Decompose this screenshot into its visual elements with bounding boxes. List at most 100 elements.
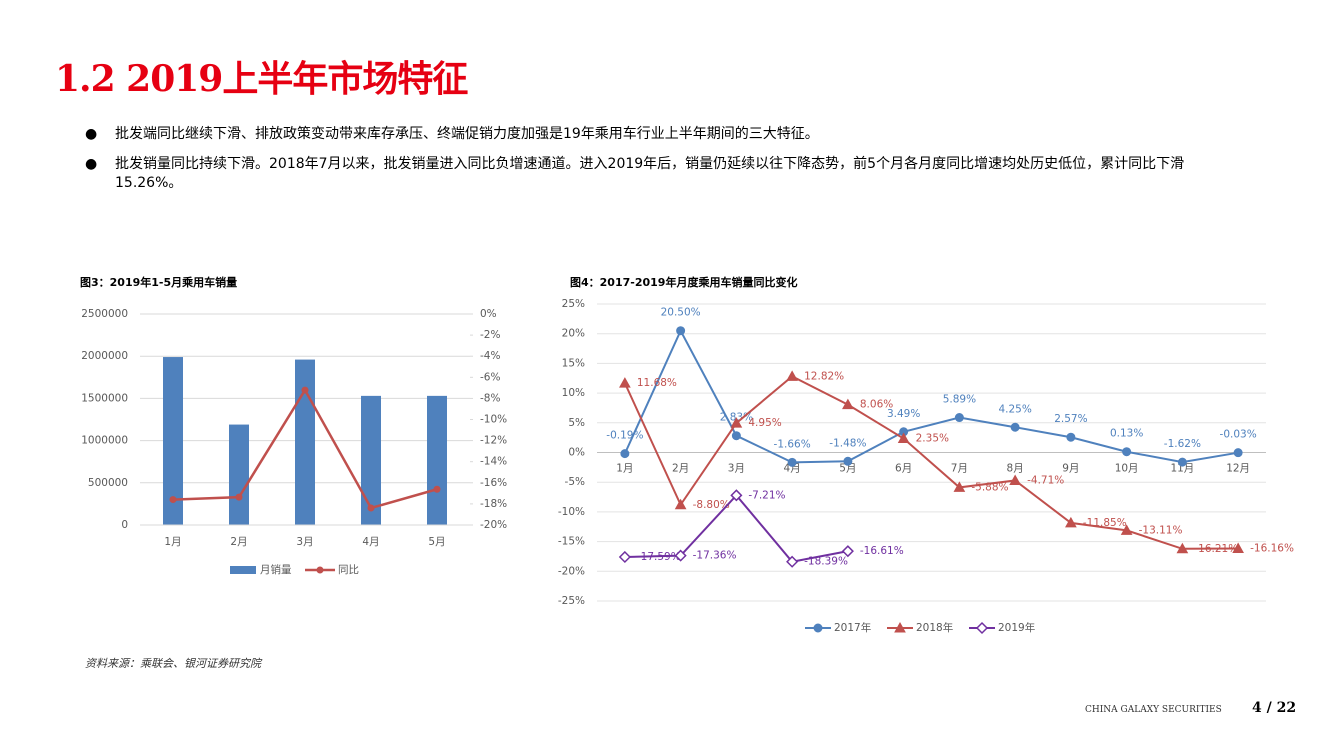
data-label: 4.25% [998, 403, 1031, 415]
marker [1065, 516, 1077, 528]
y-tick-label: -15% [558, 536, 585, 548]
data-label: 8.06% [860, 399, 893, 411]
y-tick-label: 5% [568, 417, 585, 429]
data-label: -17.59% [637, 551, 681, 563]
y2-tick-label: -14% [480, 456, 507, 468]
marker [367, 504, 375, 512]
marker [674, 549, 687, 562]
x-tick-label: 1月 [616, 463, 633, 475]
bullet-text: 批发端同比继续下滑、排放政策变动带来库存承压、终端促销力度加强是19年乘用车行业… [115, 126, 819, 142]
marker [894, 621, 906, 633]
marker [1233, 448, 1243, 458]
y2-tick-label: 0% [480, 308, 497, 320]
x-tick-label: 8月 [1007, 463, 1024, 475]
x-tick-label: 12月 [1226, 463, 1250, 475]
data-label: 3.49% [887, 408, 920, 420]
bullet-text: 批发销量同比持续下滑。2018年7月以来，批发销量进入同比负增速通道。进入201… [115, 156, 1185, 191]
y-tick-label: -5% [565, 476, 585, 488]
bullet: ● 批发销量同比持续下滑。2018年7月以来，批发销量进入同比负增速通道。进入20… [85, 155, 1225, 193]
marker [730, 489, 743, 502]
data-label: -7.21% [748, 489, 785, 501]
x-tick-label: 10月 [1115, 463, 1139, 475]
y-tick-label: 20% [562, 328, 585, 340]
data-label: -17.36% [693, 550, 737, 562]
y2-tick-label: -2% [480, 329, 500, 341]
marker [1122, 447, 1132, 457]
y2-tick-label: -12% [480, 435, 507, 447]
page-number: 4 / 22 [1252, 700, 1297, 716]
data-label: 11.68% [637, 377, 677, 389]
bullet-dot: ● [85, 126, 98, 142]
x-tick-label: 4月 [362, 536, 379, 548]
y2-tick-label: -18% [480, 498, 507, 510]
marker [619, 377, 631, 388]
marker [730, 417, 743, 428]
chart-title: 图3：2019年1-5月乘用车销量 [80, 276, 238, 289]
marker [731, 431, 741, 441]
y-tick-label: 2500000 [81, 308, 128, 320]
chart-title: 图4：2017-2019年月度乘用车销量同比变化 [570, 276, 798, 289]
marker [843, 456, 853, 466]
marker [813, 623, 823, 633]
y2-tick-label: -6% [480, 371, 500, 383]
data-label: -13.11% [1139, 524, 1183, 536]
legend-label: 月销量 [260, 563, 292, 576]
data-label: -8.80% [693, 499, 730, 511]
slide-title: 1.2 2019上半年市场特征 [55, 58, 468, 100]
marker [433, 485, 441, 493]
line-series [623, 375, 1239, 550]
x-tick-label: 4月 [784, 463, 801, 475]
footer-brand: CHINA GALAXY SECURITIES [1085, 705, 1222, 715]
y-tick-label: 0 [121, 519, 128, 531]
source-note: 资料来源：乘联会、银河证券研究院 [85, 657, 261, 670]
marker [1010, 422, 1020, 432]
marker [975, 621, 989, 635]
marker [841, 545, 854, 558]
data-label: -11.85% [1083, 517, 1127, 529]
x-tick-label: 2月 [672, 463, 689, 475]
legend-swatch [230, 566, 256, 574]
y-tick-label: 0% [568, 447, 585, 459]
marker [301, 386, 309, 394]
data-label: 12.82% [804, 370, 844, 382]
x-tick-label: 3月 [728, 463, 745, 475]
y2-tick-label: -20% [480, 519, 507, 531]
x-tick-label: 9月 [1062, 463, 1079, 475]
y2-tick-label: -4% [480, 350, 500, 362]
data-label: -1.48% [829, 437, 866, 449]
data-label: -1.66% [774, 438, 811, 450]
bar [361, 395, 381, 525]
data-label: -0.19% [606, 430, 643, 442]
legend-label: 2019年 [998, 621, 1035, 634]
marker [786, 555, 799, 568]
x-tick-label: 2月 [230, 536, 247, 548]
marker [1066, 432, 1076, 442]
y-tick-label: 2000000 [81, 350, 128, 362]
marker [1232, 542, 1244, 553]
data-label: -5.88% [971, 481, 1008, 493]
data-label: -1.62% [1164, 438, 1201, 450]
y-tick-label: -25% [558, 595, 585, 607]
x-tick-label: 1月 [164, 536, 181, 548]
bullet: ● 批发端同比继续下滑、排放政策变动带来库存承压、终端促销力度加强是19年乘用车行… [85, 125, 1225, 144]
legend-marker [316, 566, 324, 574]
data-label: 5.89% [943, 394, 976, 406]
y-tick-label: 15% [562, 357, 585, 369]
y2-tick-label: -16% [480, 477, 507, 489]
data-label: 0.13% [1110, 428, 1143, 440]
marker [1177, 457, 1187, 467]
data-label: -16.16% [1250, 542, 1294, 554]
y2-tick-label: -10% [480, 414, 507, 426]
y2-tick-label: -8% [480, 392, 500, 404]
legend-label: 2018年 [916, 621, 953, 634]
bar [427, 395, 447, 525]
marker [620, 449, 630, 459]
data-label: 20.50% [661, 307, 701, 319]
x-tick-label: 7月 [951, 463, 968, 475]
y-tick-label: -20% [558, 565, 585, 577]
marker [235, 493, 243, 501]
data-label: -4.71% [1027, 474, 1064, 486]
y-tick-label: -10% [558, 506, 585, 518]
